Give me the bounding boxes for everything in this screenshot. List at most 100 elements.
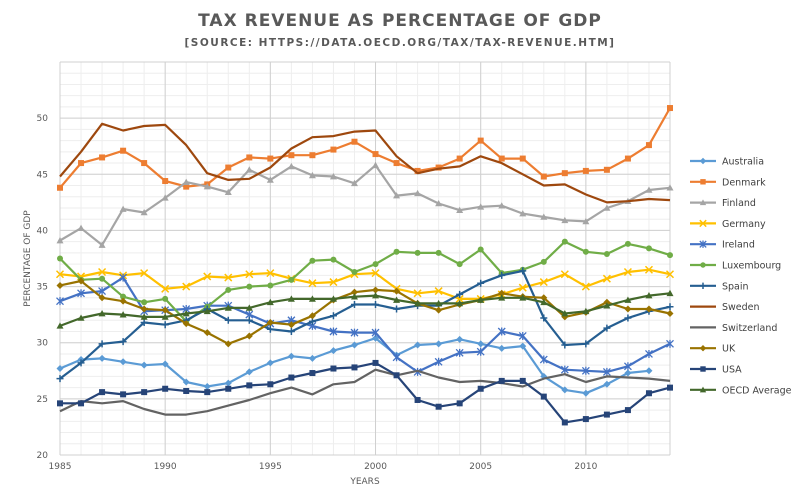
data-point bbox=[582, 248, 589, 255]
legend-label: USA bbox=[722, 365, 742, 376]
data-point bbox=[162, 385, 169, 392]
y-axis-label: PERCENTAGE OF GDP bbox=[23, 210, 33, 307]
data-point bbox=[267, 155, 274, 162]
data-point bbox=[498, 155, 505, 162]
data-point bbox=[141, 160, 148, 167]
data-point bbox=[393, 248, 400, 255]
data-point bbox=[162, 295, 169, 302]
data-point bbox=[350, 301, 358, 309]
series-line bbox=[59, 268, 671, 300]
data-point bbox=[57, 255, 63, 262]
data-point bbox=[182, 310, 190, 317]
data-point bbox=[182, 378, 190, 386]
data-point bbox=[99, 275, 106, 282]
data-point bbox=[519, 267, 527, 275]
data-point bbox=[560, 270, 569, 279]
data-point bbox=[141, 299, 148, 306]
data-point bbox=[560, 365, 569, 374]
series-sweden bbox=[59, 122, 671, 204]
series-line bbox=[59, 292, 671, 327]
data-point bbox=[267, 282, 274, 289]
data-point bbox=[266, 319, 274, 327]
data-point bbox=[350, 288, 358, 296]
data-point bbox=[351, 138, 358, 145]
chart-title: TAX REVENUE AS PERCENTAGE OF GDP bbox=[198, 11, 602, 31]
data-point bbox=[624, 155, 631, 162]
data-point bbox=[519, 294, 527, 301]
data-point bbox=[57, 400, 63, 407]
data-point bbox=[372, 301, 380, 309]
data-point bbox=[308, 354, 316, 362]
data-point bbox=[203, 272, 212, 281]
data-point bbox=[582, 217, 590, 225]
data-point bbox=[456, 261, 463, 268]
data-point bbox=[645, 186, 653, 193]
data-point bbox=[98, 287, 107, 296]
data-point bbox=[98, 340, 106, 348]
data-point bbox=[224, 304, 232, 311]
legend-item: USA bbox=[690, 365, 742, 376]
data-point bbox=[99, 154, 106, 161]
data-point bbox=[624, 305, 632, 313]
data-point bbox=[329, 295, 337, 302]
data-point bbox=[329, 278, 338, 287]
legend-item: Denmark bbox=[690, 177, 766, 188]
data-point bbox=[665, 270, 675, 279]
data-point bbox=[540, 173, 547, 180]
data-point bbox=[435, 299, 443, 307]
data-point bbox=[603, 251, 610, 258]
data-point bbox=[266, 298, 274, 306]
data-point bbox=[183, 183, 190, 190]
data-point bbox=[519, 155, 526, 162]
x-tick-label: 1995 bbox=[259, 462, 282, 472]
series-line bbox=[59, 368, 671, 416]
data-point bbox=[393, 372, 400, 379]
data-point bbox=[582, 416, 589, 423]
data-point bbox=[699, 282, 707, 289]
data-point bbox=[371, 269, 380, 278]
data-point bbox=[99, 389, 106, 396]
data-point bbox=[624, 296, 632, 303]
data-point bbox=[183, 387, 190, 394]
data-point bbox=[203, 307, 211, 315]
data-point bbox=[393, 287, 401, 295]
data-point bbox=[308, 279, 317, 288]
data-point bbox=[120, 147, 127, 154]
data-point bbox=[645, 142, 652, 149]
axis-ticks: 1985 1990 1995 2000 2005 2010 20 25 30 35 40 45 50 bbox=[37, 114, 598, 472]
data-point bbox=[539, 355, 548, 364]
legend-item: Luxembourg bbox=[690, 261, 781, 272]
data-point bbox=[645, 292, 653, 299]
data-point bbox=[561, 216, 569, 224]
data-point bbox=[350, 179, 358, 187]
data-point bbox=[456, 335, 464, 343]
data-point bbox=[539, 278, 548, 287]
data-point bbox=[498, 289, 506, 297]
data-point bbox=[98, 294, 106, 302]
data-point bbox=[603, 380, 611, 388]
data-point bbox=[561, 310, 569, 317]
data-point bbox=[393, 160, 400, 167]
series-line bbox=[59, 164, 671, 247]
legend-label: Spain bbox=[722, 281, 749, 292]
series-australia bbox=[56, 334, 653, 397]
legend-item: Sweden bbox=[690, 302, 760, 313]
data-point bbox=[78, 400, 85, 407]
plot-series bbox=[55, 105, 675, 426]
data-point bbox=[561, 341, 569, 349]
data-point bbox=[624, 369, 632, 377]
legend: Australia Denmark Finland Germany Ireland Lux… bbox=[690, 157, 792, 396]
data-point bbox=[266, 325, 274, 333]
legend-label: OECD Average bbox=[722, 385, 792, 396]
data-point bbox=[329, 173, 337, 180]
data-point bbox=[203, 383, 211, 391]
data-point bbox=[498, 202, 506, 209]
data-point bbox=[309, 152, 316, 159]
data-point bbox=[224, 340, 232, 348]
data-point bbox=[603, 302, 611, 309]
data-point bbox=[667, 252, 673, 259]
data-point bbox=[120, 293, 127, 300]
data-point bbox=[372, 286, 380, 294]
data-point bbox=[498, 377, 505, 384]
data-point bbox=[225, 286, 232, 293]
